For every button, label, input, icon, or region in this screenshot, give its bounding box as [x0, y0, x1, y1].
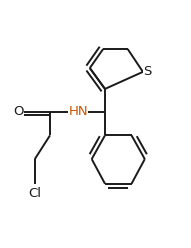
Text: O: O — [13, 105, 24, 118]
Text: HN: HN — [69, 105, 88, 118]
Text: Cl: Cl — [28, 187, 41, 200]
Text: S: S — [143, 65, 152, 78]
